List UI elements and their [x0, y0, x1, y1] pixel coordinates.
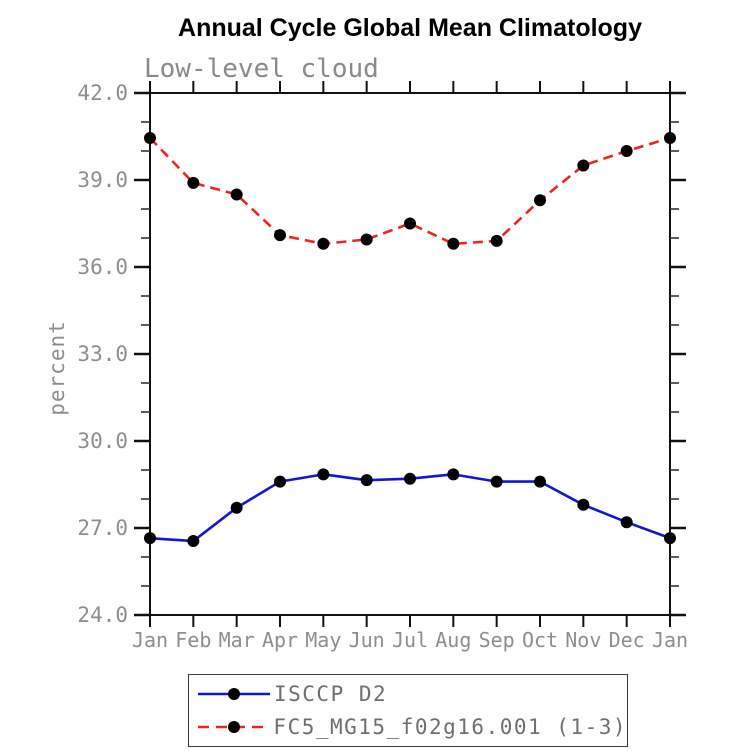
- x-tick-label: Sep: [479, 628, 515, 652]
- data-point-series-0: [534, 475, 546, 488]
- x-tick-label: Nov: [565, 628, 601, 652]
- data-point-series-0: [447, 468, 460, 481]
- x-tick-label: Jul: [392, 628, 428, 652]
- data-point-series-1: [360, 233, 373, 246]
- data-point-series-0: [230, 501, 243, 514]
- legend-line-sample-solid: [198, 687, 270, 700]
- x-tick-label: Oct: [522, 628, 558, 652]
- data-point-series-0: [317, 468, 330, 481]
- data-point-series-1: [620, 145, 633, 157]
- x-tick-label: Jun: [349, 628, 385, 652]
- data-point-series-1: [490, 234, 503, 247]
- data-point-series-0: [187, 535, 200, 548]
- data-point-series-1: [534, 194, 546, 207]
- y-tick-label: 42.0: [77, 81, 128, 105]
- data-point-series-0: [274, 475, 286, 488]
- data-point-series-1: [447, 237, 460, 250]
- data-point-series-0: [490, 475, 503, 488]
- legend-line-sample-dashed: [198, 721, 270, 734]
- data-point-series-0: [664, 532, 676, 545]
- chart-title: Annual Cycle Global Mean Climatology: [178, 14, 642, 42]
- data-point-series-1: [274, 229, 286, 242]
- legend-item-isccp-d2: ISCCP D2: [197, 679, 627, 709]
- y-tick-label: 36.0: [77, 255, 128, 279]
- chart-subtitle: Low-level cloud: [144, 54, 379, 84]
- data-point-series-0: [577, 498, 590, 511]
- data-point-series-1: [144, 131, 156, 144]
- x-tick-label: Dec: [609, 628, 645, 652]
- data-point-series-1: [404, 217, 416, 230]
- legend-label-isccp-d2: ISCCP D2: [274, 681, 388, 706]
- data-point-series-1: [664, 131, 676, 144]
- legend-label-fc5: FC5_MG15_f02g16.001 (1-3): [273, 715, 627, 740]
- legend-marker-dot: [228, 721, 240, 734]
- y-tick-label: 30.0: [77, 429, 128, 453]
- data-point-series-1: [230, 188, 243, 201]
- x-tick-label: Mar: [219, 628, 255, 652]
- x-tick-label: Feb: [175, 628, 211, 652]
- x-tick-label: Aug: [435, 628, 471, 652]
- data-point-series-1: [187, 176, 200, 189]
- x-tick-label: Jan: [652, 628, 688, 652]
- x-tick-label: Apr: [262, 628, 298, 652]
- data-point-series-1: [577, 159, 590, 172]
- data-point-series-0: [144, 532, 156, 545]
- y-tick-label: 33.0: [77, 342, 128, 366]
- legend-marker-dot: [228, 687, 240, 700]
- x-tick-label: Jan: [132, 628, 168, 652]
- data-point-series-1: [317, 237, 330, 250]
- data-point-series-0: [620, 516, 633, 529]
- legend-box: ISCCP D2 FC5_MG15_f02g16.001 (1-3): [188, 674, 628, 747]
- x-tick-label: May: [305, 628, 341, 652]
- data-point-series-0: [404, 472, 416, 485]
- data-point-series-0: [360, 474, 373, 487]
- plot-frame: [149, 92, 671, 616]
- y-tick-label: 24.0: [77, 603, 128, 627]
- y-tick-label: 27.0: [77, 516, 128, 540]
- legend-item-fc5: FC5_MG15_f02g16.001 (1-3): [197, 712, 627, 742]
- y-tick-label: 39.0: [77, 168, 128, 192]
